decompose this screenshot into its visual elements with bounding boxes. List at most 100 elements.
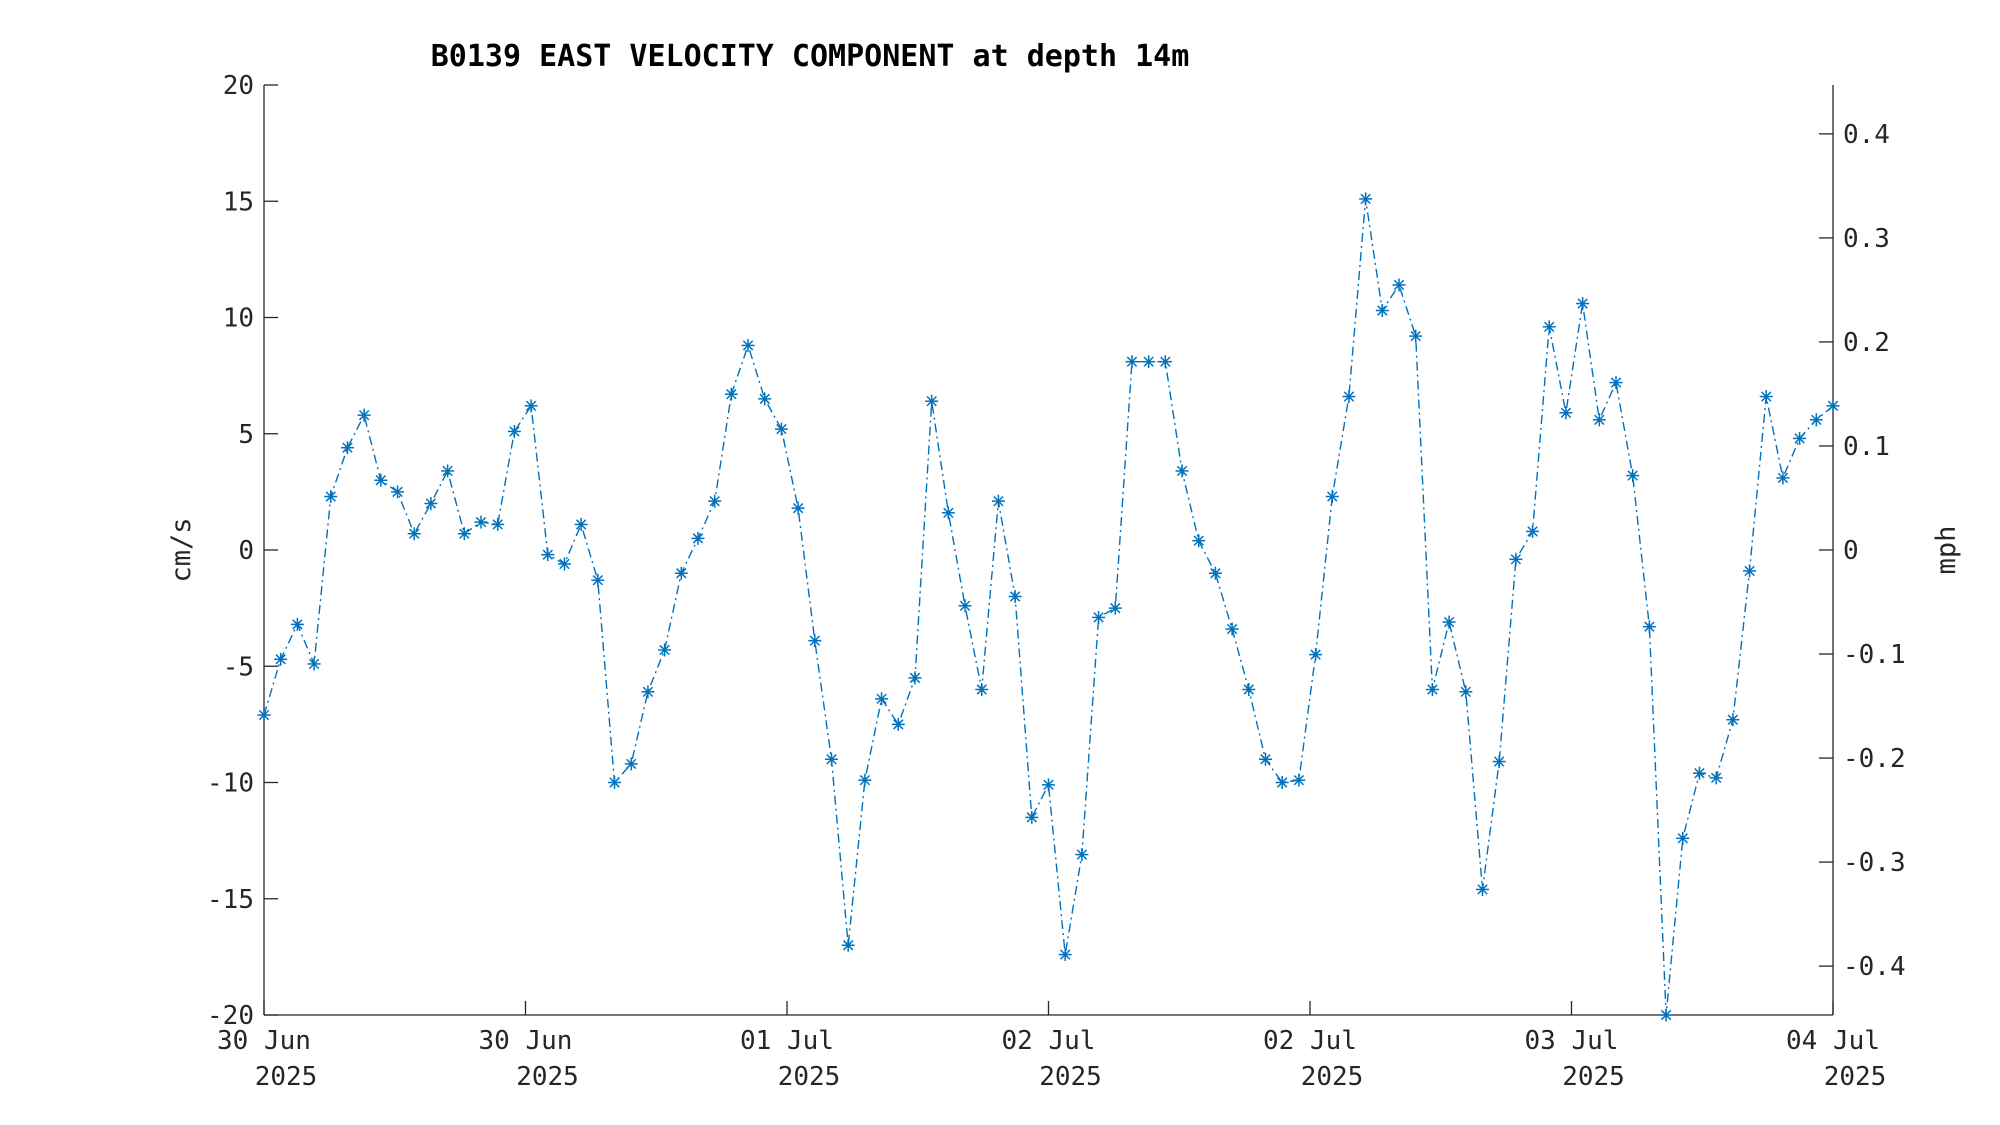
data-point-stroke (292, 619, 303, 630)
data-point (557, 557, 571, 571)
y2-tick-label: -0.2 (1843, 744, 1906, 774)
data-point (991, 494, 1005, 508)
data-point (925, 394, 939, 408)
data-point (1459, 685, 1473, 699)
data-point-stroke (425, 498, 437, 509)
data-point (257, 708, 271, 722)
data-point (908, 671, 922, 685)
data-point (290, 617, 304, 631)
data-point (658, 643, 672, 657)
data-point (457, 527, 471, 541)
data-point (1726, 713, 1740, 727)
data-point-stroke (1360, 193, 1371, 205)
data-point-stroke (1126, 356, 1138, 367)
data-point (524, 399, 538, 413)
data-point-stroke (258, 709, 270, 721)
data-point (1542, 320, 1556, 334)
data-point (1275, 776, 1289, 789)
data-point (1492, 755, 1506, 769)
data-point-stroke (1477, 884, 1488, 895)
data-point (1192, 534, 1206, 548)
y2-tick-label: 0 (1843, 536, 1859, 566)
data-point (674, 566, 688, 580)
y2-tick-label: 0.1 (1843, 432, 1890, 462)
data-point-stroke (1443, 616, 1455, 628)
data-point (791, 501, 805, 515)
y-tick-label: -10 (207, 769, 254, 799)
y2-tick-label: 0.3 (1843, 224, 1890, 254)
data-point (307, 657, 321, 671)
data-point-stroke (776, 423, 787, 435)
data-point (941, 506, 955, 520)
data-point-stroke (959, 600, 971, 612)
data-point (441, 464, 455, 478)
x-tick-label-year: 2025 (1562, 1062, 1625, 1092)
data-point-stroke (1510, 554, 1522, 565)
data-point-stroke (1210, 568, 1221, 579)
data-point-stroke (342, 442, 353, 453)
data-point-stroke (926, 395, 937, 407)
data-point (424, 497, 438, 510)
data-point (1242, 683, 1256, 696)
data-point-stroke (876, 693, 887, 705)
data-point (1692, 766, 1706, 780)
data-point (641, 685, 655, 699)
data-point (574, 517, 588, 531)
data-point (691, 531, 705, 545)
data-point-stroke (1577, 298, 1588, 309)
data-point-stroke (1160, 356, 1171, 367)
x-tick-label-year: 2025 (255, 1062, 318, 1092)
data-point (541, 548, 555, 562)
data-point-stroke (1093, 612, 1104, 623)
data-point (491, 517, 505, 531)
data-point (1092, 610, 1106, 624)
data-point (774, 422, 788, 436)
data-point-stroke (475, 516, 487, 528)
data-point (591, 573, 605, 587)
data-point-stroke (1243, 684, 1255, 695)
data-point (975, 683, 989, 696)
data-point-stroke (1560, 407, 1572, 419)
data-point-stroke (976, 684, 987, 695)
data-point (1208, 566, 1222, 580)
data-point (1559, 406, 1573, 420)
data-point (391, 485, 405, 499)
x-tick-label-year: 2025 (1824, 1062, 1887, 1092)
data-point (324, 490, 338, 504)
data-point-stroke (559, 558, 570, 570)
data-point-stroke (1427, 684, 1438, 695)
data-point (1325, 490, 1339, 504)
x-tick-label-date: 01 Jul (740, 1026, 834, 1056)
y-tick-label: 20 (223, 71, 254, 101)
data-point (374, 473, 388, 487)
data-point-stroke (709, 495, 720, 507)
data-point-stroke (1827, 400, 1839, 412)
y2-tick-label: 0.2 (1843, 328, 1890, 358)
data-point-stroke (659, 644, 670, 656)
data-point-stroke (1811, 414, 1822, 426)
data-point (1225, 622, 1239, 636)
data-point-stroke (542, 549, 553, 560)
data-point-stroke (1544, 321, 1555, 333)
y2-tick-label: -0.4 (1843, 952, 1906, 982)
data-point-stroke (1026, 812, 1038, 823)
y-tick-label: -20 (207, 1001, 254, 1031)
data-point-stroke (1393, 279, 1405, 291)
data-point (1743, 564, 1757, 578)
data-point (1626, 469, 1640, 483)
y-axis-label: cm/s (166, 517, 197, 582)
data-point (1025, 810, 1039, 824)
data-point (1392, 278, 1406, 292)
data-point-stroke (1343, 391, 1355, 402)
x-tick-label-date: 02 Jul (1002, 1026, 1096, 1056)
data-point (1058, 948, 1072, 962)
data-point-stroke (1226, 623, 1238, 635)
data-point (1759, 390, 1773, 404)
data-point-stroke (1594, 414, 1605, 426)
data-point (1042, 778, 1055, 792)
data-point (407, 527, 421, 541)
data-point-stroke (1777, 472, 1789, 484)
data-point-stroke (409, 528, 420, 539)
x-tick-label-year: 2025 (516, 1062, 579, 1092)
data-point-stroke (909, 672, 921, 684)
